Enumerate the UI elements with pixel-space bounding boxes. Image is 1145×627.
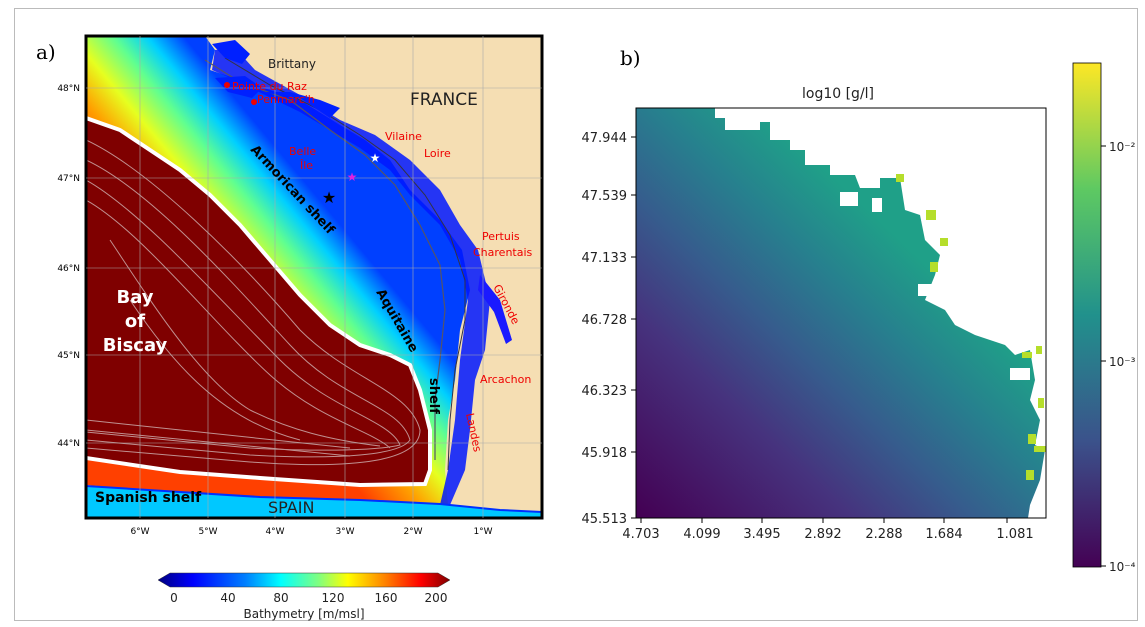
land-gaps	[840, 176, 1030, 380]
map-frame	[84, 34, 544, 520]
x-tick: 2.288	[865, 527, 902, 542]
lon-tick: 3°W	[335, 527, 354, 537]
belle-ile-label-2: Île	[299, 159, 313, 172]
gironde-estuary	[478, 275, 512, 344]
lon-tick: 2°W	[403, 527, 422, 537]
bathymetry-map	[86, 36, 542, 518]
bathy-tick: 120	[322, 591, 345, 605]
spanish-shelf-strip	[86, 484, 542, 518]
spanish-shelf-label: Spanish shelf	[95, 490, 202, 506]
bathy-tick: 200	[425, 591, 448, 605]
ocean-data-area	[636, 108, 1045, 518]
penmarch-label: Penmarc'h	[257, 93, 315, 106]
shelf-break-line	[86, 116, 432, 488]
spain-label: SPAIN	[268, 498, 314, 517]
bathy-tick: 80	[273, 591, 288, 605]
panel-b-label: b)	[620, 46, 641, 70]
lon-tick: 1°W	[473, 527, 492, 537]
y-tick: 47.133	[582, 251, 628, 266]
y-tick: 46.323	[582, 384, 628, 399]
france-label: FRANCE	[410, 90, 478, 110]
y-tick: 45.918	[582, 446, 628, 461]
x-tick: 1.081	[996, 527, 1033, 542]
arcachon-label: Arcachon	[480, 373, 531, 386]
shelf-contour-50m	[224, 57, 466, 471]
penmarch-marker	[251, 99, 257, 105]
aquitaine-shelf-word: shelf	[426, 378, 441, 414]
black-star-marker: ★	[322, 188, 336, 207]
bathy-tick: 160	[375, 591, 398, 605]
y-tick: 46.728	[582, 313, 628, 328]
lon-tick: 4°W	[265, 527, 284, 537]
vilaine-label: Vilaine	[385, 130, 422, 143]
bathymetry-colorbar	[157, 572, 451, 588]
bathy-colorbar-label: Bathymetry [m/msl]	[244, 607, 365, 621]
concentration-colorbar	[1072, 62, 1102, 568]
lat-tick: 44°N	[57, 439, 80, 449]
deep-ocean	[86, 118, 430, 485]
loire-label: Loire	[424, 147, 451, 160]
x-tick: 3.495	[743, 527, 780, 542]
y-tick: 47.944	[582, 131, 628, 146]
magenta-star-marker: ★	[347, 170, 358, 184]
y-tick: 47.539	[582, 189, 628, 204]
brittany-coast	[212, 40, 340, 118]
concentration-field	[635, 107, 1047, 519]
y-tick: 45.513	[582, 512, 628, 527]
panel-b-axes-frame	[635, 107, 1047, 519]
panel-a-label: a)	[36, 40, 56, 64]
x-tick: 4.099	[683, 527, 720, 542]
brittany-label: Brittany	[268, 57, 316, 71]
pointe-du-raz-label: Pointe du Raz	[232, 80, 307, 93]
x-tick: 2.892	[804, 527, 841, 542]
pertuis-label: Pertuis	[482, 230, 520, 243]
lat-tick: 48°N	[57, 84, 80, 94]
bay-label-2: of	[125, 311, 145, 332]
coastal-high-concentration	[896, 174, 1046, 480]
figure-frame	[14, 8, 1138, 621]
colorbar-tick-label: 10⁻²	[1109, 140, 1136, 154]
bathy-tick: 0	[170, 591, 178, 605]
x-tick: 4.703	[622, 527, 659, 542]
map-gridlines	[86, 36, 542, 518]
colorbar-ticks	[1101, 145, 1106, 567]
lon-tick: 6°W	[130, 527, 149, 537]
panel-b-title: log10 [g/l]	[802, 86, 874, 102]
panel-b-ticks	[631, 136, 1008, 523]
pointe-du-raz-marker	[224, 82, 230, 88]
bathy-tick: 40	[220, 591, 235, 605]
x-tick: 1.684	[925, 527, 962, 542]
belle-ile-label: Belle	[289, 145, 316, 158]
lat-tick: 47°N	[57, 174, 80, 184]
bay-label-3: Biscay	[103, 335, 168, 356]
coastal-shallow-band	[212, 48, 490, 505]
colorbar-tick-label: 10⁻³	[1109, 355, 1136, 369]
bay-label-1: Bay	[116, 287, 153, 308]
charentais-label: Charentais	[473, 246, 533, 259]
depth-contours	[86, 139, 421, 466]
white-star-marker: ★	[370, 151, 381, 165]
lat-tick: 46°N	[57, 264, 80, 274]
lon-tick: 5°W	[198, 527, 217, 537]
lat-tick: 45°N	[57, 351, 80, 361]
shelf-contour-100m	[204, 59, 446, 460]
colorbar-tick-label: 10⁻⁴	[1109, 560, 1136, 574]
